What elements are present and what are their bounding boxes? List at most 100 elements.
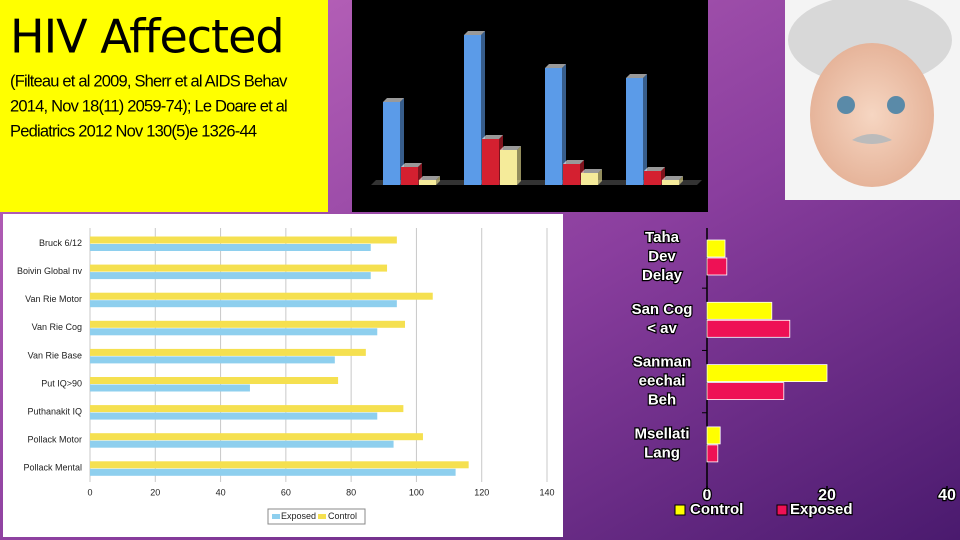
bar-side <box>517 146 521 185</box>
category-label: Taha <box>645 229 680 246</box>
bar-top <box>644 167 665 171</box>
bar <box>545 68 562 185</box>
bar <box>90 384 250 392</box>
subtitle-line: 2014, Nov 18(11) 2059-74); Le Doare et a… <box>10 97 287 115</box>
bar <box>706 426 721 445</box>
category-label: < av <box>647 320 677 337</box>
bar <box>706 301 773 320</box>
subtitle-line: (Filteau et al 2009, Sherr et al AIDS Be… <box>10 72 288 90</box>
bar <box>90 405 404 413</box>
bar <box>644 171 661 185</box>
bar <box>706 444 719 463</box>
bar <box>626 78 643 185</box>
photo <box>785 0 960 200</box>
category-label: Van Rie Cog <box>32 322 82 332</box>
legend-label: Exposed <box>281 511 316 521</box>
bar-top <box>482 135 503 139</box>
bar-side <box>436 176 440 185</box>
bar-top <box>545 64 566 68</box>
x-tick-label: 120 <box>474 487 489 497</box>
bar <box>706 382 785 401</box>
legend-label: Exposed <box>790 501 853 518</box>
bar <box>90 356 335 364</box>
bar <box>464 35 481 185</box>
title-box <box>0 0 328 212</box>
bar <box>90 461 469 469</box>
category-label: Dev <box>648 248 676 265</box>
category-label: Van Rie Base <box>28 350 82 360</box>
bar <box>500 150 517 185</box>
bar <box>706 319 791 338</box>
bar <box>90 236 397 244</box>
category-label: Pollack Mental <box>23 463 82 473</box>
legend-label: Control <box>690 501 743 518</box>
x-tick-label: 60 <box>281 487 291 497</box>
bar-side <box>562 64 566 185</box>
bar <box>90 244 371 251</box>
category-label: San Cog <box>632 301 693 318</box>
category-label: Sanman <box>633 354 691 371</box>
category-label: Delay <box>642 267 683 284</box>
category-label: Van Rie Motor <box>25 294 82 304</box>
legend-swatch <box>272 514 280 519</box>
bar <box>90 272 371 280</box>
bar <box>706 257 728 276</box>
bar <box>90 412 378 420</box>
bar-side <box>679 176 683 185</box>
category-label: Boivin Global nv <box>17 266 83 276</box>
x-tick-label: 0 <box>87 487 92 497</box>
subtitle: (Filteau et al 2009, Sherr et al AIDS Be… <box>10 72 289 140</box>
x-tick-label: 80 <box>346 487 356 497</box>
title: HIV Affected <box>10 10 284 64</box>
bar <box>90 292 433 300</box>
category-label: eechai <box>639 373 686 390</box>
bar <box>401 167 418 185</box>
bar <box>706 364 828 383</box>
bar <box>706 239 726 258</box>
bar-top <box>464 31 485 35</box>
legend-label: Control <box>328 511 357 521</box>
bar-top <box>581 169 602 173</box>
category-label: Msellati <box>634 425 689 442</box>
legend-swatch <box>674 504 686 516</box>
bar-top <box>401 163 422 167</box>
legend-swatch <box>776 504 788 516</box>
bar <box>90 377 339 384</box>
x-tick-label: 40 <box>216 487 226 497</box>
bar <box>482 139 499 185</box>
legend-box <box>267 508 366 525</box>
bar-top <box>419 176 440 180</box>
bar-side <box>598 169 602 185</box>
bar <box>563 164 580 185</box>
category-label: Puthanakit IQ <box>27 406 82 416</box>
bar <box>90 468 456 476</box>
bar <box>581 173 598 185</box>
x-tick-label: 0 <box>703 487 712 504</box>
moustache <box>852 134 892 144</box>
bar-side <box>400 98 404 185</box>
category-label: Pollack Motor <box>27 435 82 445</box>
category-label: Beh <box>648 392 676 409</box>
bar <box>90 300 397 308</box>
category-label: Lang <box>644 444 680 461</box>
face <box>810 43 934 187</box>
x-tick-label: 20 <box>150 487 160 497</box>
x-tick-label: 20 <box>818 487 836 504</box>
eye <box>837 96 855 114</box>
bar <box>90 328 378 336</box>
bar <box>90 348 366 356</box>
x-tick-label: 100 <box>409 487 424 497</box>
bar <box>90 320 406 328</box>
category-label: Bruck 6/12 <box>39 238 82 248</box>
category-label: Put IQ>90 <box>41 378 82 388</box>
x-tick-label: 40 <box>938 487 956 504</box>
x-tick-label: 140 <box>539 487 554 497</box>
subtitle-line: Pediatrics 2012 Nov 130(5)e 1326-44 <box>10 122 257 140</box>
bar-side <box>643 74 647 185</box>
bar-top <box>383 98 404 102</box>
legend-swatch <box>318 514 326 519</box>
bar <box>90 264 388 272</box>
bar-top <box>563 160 584 164</box>
bar <box>90 440 394 448</box>
